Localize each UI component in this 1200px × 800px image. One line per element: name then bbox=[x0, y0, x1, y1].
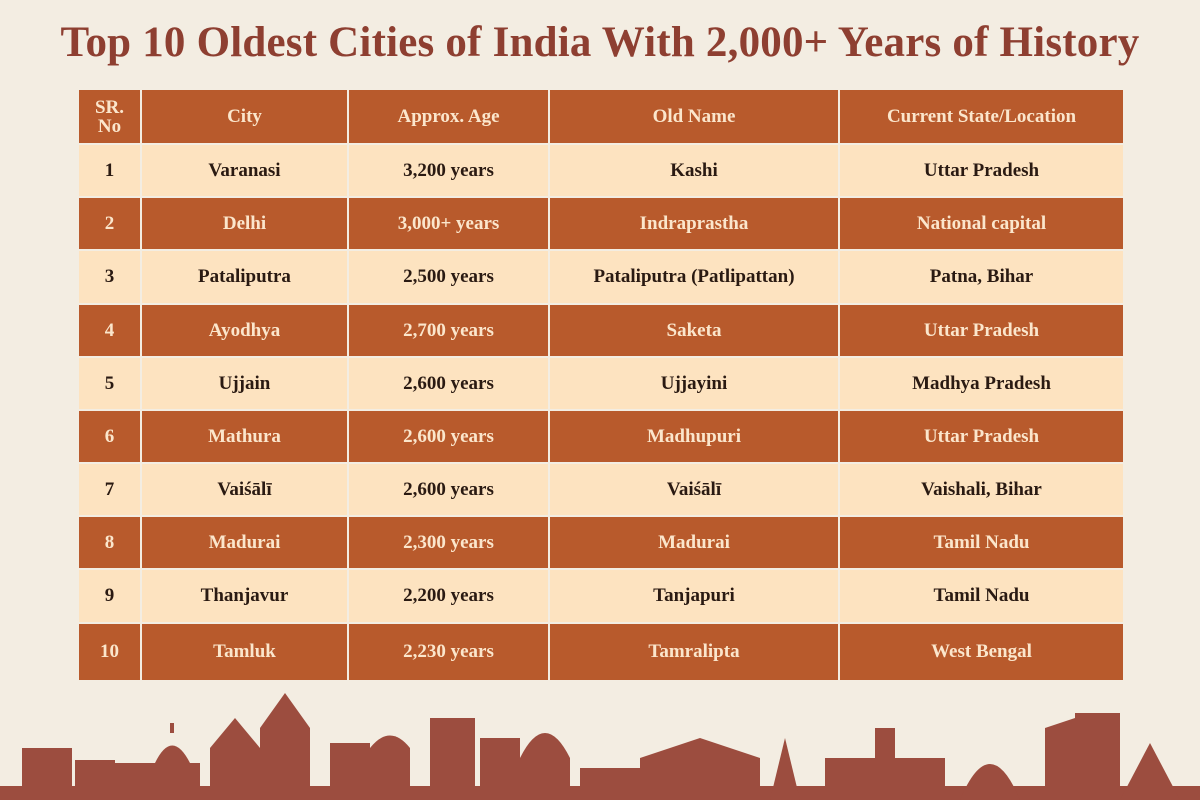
header-row: SR. No City Approx. Age Old Name Current Sta… bbox=[77, 88, 1125, 145]
table-cell: West Bengal bbox=[838, 622, 1125, 682]
table-cell: 2,230 years bbox=[347, 622, 550, 682]
table-cell: Uttar Pradesh bbox=[838, 143, 1125, 198]
table-cell: Tamil Nadu bbox=[838, 568, 1125, 624]
table-cell: 2,700 years bbox=[347, 303, 550, 358]
table-cell: Madurai bbox=[140, 515, 349, 570]
column-header: Current State/Location bbox=[838, 88, 1125, 145]
table-cell: Thanjavur bbox=[140, 568, 349, 624]
table-cell: Tamluk bbox=[140, 622, 349, 682]
table-cell: 4 bbox=[77, 303, 142, 358]
table-cell: Tamil Nadu bbox=[838, 515, 1125, 570]
table-cell: 9 bbox=[77, 568, 142, 624]
table-cell: Tamralipta bbox=[548, 622, 840, 682]
table-cell: Saketa bbox=[548, 303, 840, 358]
table-cell: 10 bbox=[77, 622, 142, 682]
table-cell: 3 bbox=[77, 249, 142, 305]
table-body: 1 Varanasi 3,200 years Kashi Uttar Pradesh 2 D… bbox=[77, 143, 1125, 682]
table-cell: Indraprastha bbox=[548, 196, 840, 251]
table-row: 2 Delhi 3,000+ years Indraprastha National c… bbox=[77, 196, 1125, 251]
table-cell: Ujjain bbox=[140, 356, 349, 411]
table-row: 7 Vaiśālī 2,600 years Vaiśālī Vaishali, Biha… bbox=[77, 462, 1125, 517]
table-cell: 8 bbox=[77, 515, 142, 570]
table-cell: Uttar Pradesh bbox=[838, 409, 1125, 464]
table-cell: Vaiśālī bbox=[548, 462, 840, 517]
table-cell: Kashi bbox=[548, 143, 840, 198]
table-cell: Patna, Bihar bbox=[838, 249, 1125, 305]
table-row: 10 Tamluk 2,230 years Tamralipta West Bengal bbox=[77, 622, 1125, 682]
table-cell: Varanasi bbox=[140, 143, 349, 198]
skyline bbox=[0, 693, 1200, 800]
table-row: 9 Thanjavur 2,200 years Tanjapuri Tamil Nadu bbox=[77, 568, 1125, 624]
table-cell: Ayodhya bbox=[140, 303, 349, 358]
table-cell: 2 bbox=[77, 196, 142, 251]
cities-table: SR. No City Approx. Age Old Name Current Sta… bbox=[77, 88, 1125, 682]
table-cell: Ujjayini bbox=[548, 356, 840, 411]
table-cell: Mathura bbox=[140, 409, 349, 464]
table-row: 5 Ujjain 2,600 years Ujjayini Madhya Pradesh bbox=[77, 356, 1125, 411]
table-cell: Madurai bbox=[548, 515, 840, 570]
table-cell: 6 bbox=[77, 409, 142, 464]
table-cell: 7 bbox=[77, 462, 142, 517]
table-cell: Madhya Pradesh bbox=[838, 356, 1125, 411]
column-header: City bbox=[140, 88, 349, 145]
table-cell: Pataliputra (Patlipattan) bbox=[548, 249, 840, 305]
table-row: 4 Ayodhya 2,700 years Saketa Uttar Pradesh bbox=[77, 303, 1125, 358]
column-header: SR. No bbox=[77, 88, 142, 145]
table-cell: National capital bbox=[838, 196, 1125, 251]
table-cell: Madhupuri bbox=[548, 409, 840, 464]
table-cell: Tanjapuri bbox=[548, 568, 840, 624]
table-cell: 1 bbox=[77, 143, 142, 198]
table-row: 8 Madurai 2,300 years Madurai Tamil Nadu bbox=[77, 515, 1125, 570]
table-cell: Delhi bbox=[140, 196, 349, 251]
table-cell: 2,600 years bbox=[347, 409, 550, 464]
table-cell: Uttar Pradesh bbox=[838, 303, 1125, 358]
table-cell: 2,600 years bbox=[347, 462, 550, 517]
table-cell: 3,200 years bbox=[347, 143, 550, 198]
table-cell: 2,300 years bbox=[347, 515, 550, 570]
column-header: Approx. Age bbox=[347, 88, 550, 145]
table-cell: 5 bbox=[77, 356, 142, 411]
column-header: Old Name bbox=[548, 88, 840, 145]
table-cell: Pataliputra bbox=[140, 249, 349, 305]
table-cell: 3,000+ years bbox=[347, 196, 550, 251]
table-cell: 2,500 years bbox=[347, 249, 550, 305]
table-cell: 2,600 years bbox=[347, 356, 550, 411]
table-row: 3 Pataliputra 2,500 years Pataliputra (Patl… bbox=[77, 249, 1125, 305]
table-cell: Vaiśālī bbox=[140, 462, 349, 517]
table-row: 6 Mathura 2,600 years Madhupuri Uttar Prades… bbox=[77, 409, 1125, 464]
table-cell: Vaishali, Bihar bbox=[838, 462, 1125, 517]
table-row: 1 Varanasi 3,200 years Kashi Uttar Pradesh bbox=[77, 143, 1125, 198]
table-cell: 2,200 years bbox=[347, 568, 550, 624]
page-title: Top 10 Oldest Cities of India With 2,000… bbox=[60, 19, 1140, 66]
